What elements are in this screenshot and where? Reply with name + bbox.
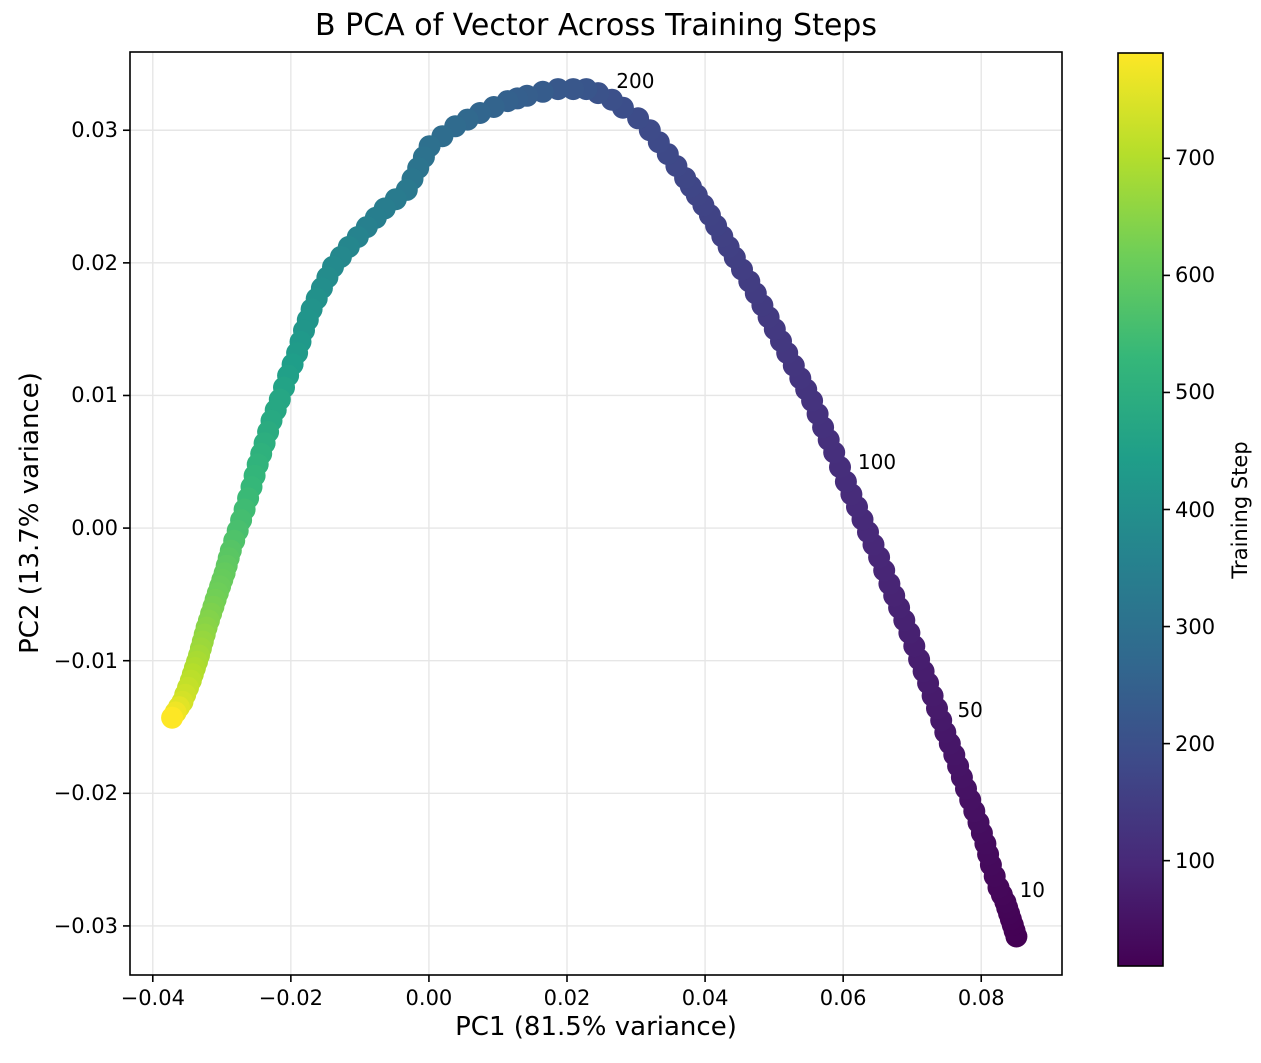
y-tick-label: 0.03 <box>71 118 118 143</box>
y-tick-label: −0.02 <box>53 781 118 806</box>
step-annotation: 10 <box>1019 878 1046 903</box>
colorbar-label: Training Step <box>1228 441 1252 579</box>
x-tick-label: 0.02 <box>543 986 591 1010</box>
x-tick-label: 0.00 <box>405 986 453 1010</box>
x-axis-label: PC1 (81.5% variance) <box>455 1012 737 1042</box>
step-annotation: 100 <box>857 449 897 474</box>
x-tick-label: −0.02 <box>258 986 324 1010</box>
colorbar-tick-label: 300 <box>1175 614 1216 639</box>
colorbar-tick-label: 400 <box>1175 497 1216 522</box>
step-annotation: 200 <box>616 69 655 94</box>
figure-title: B PCA of Vector Across Training Steps <box>315 8 877 43</box>
y-axis-label: PC2 (13.7% variance) <box>15 372 45 654</box>
colorbar-tick-label: 600 <box>1175 263 1216 288</box>
y-tick-label: 0.02 <box>71 250 118 275</box>
x-tick-label: 0.06 <box>819 986 867 1010</box>
y-tick-label: 0.00 <box>71 516 118 541</box>
scatter-series <box>161 78 1028 948</box>
x-tick-label: 0.08 <box>957 986 1005 1010</box>
colorbar-tick-label: 500 <box>1175 380 1216 405</box>
y-tick-label: −0.01 <box>53 648 118 673</box>
colorbar-tick-label: 700 <box>1175 146 1216 171</box>
y-tick-label: −0.03 <box>53 913 118 938</box>
x-tick-label: 0.04 <box>681 986 729 1010</box>
colorbar-tick-label: 200 <box>1175 731 1216 756</box>
axes-box <box>129 51 1063 976</box>
scatter-point <box>161 706 184 729</box>
x-tick-label: −0.04 <box>120 986 185 1010</box>
step-annotation: 50 <box>957 697 983 722</box>
colorbar-gradient <box>1118 53 1163 966</box>
y-tick-label: 0.01 <box>71 383 118 408</box>
colorbar-tick-label: 100 <box>1175 848 1216 873</box>
gridlines <box>130 52 1062 975</box>
scatter-point <box>562 78 585 101</box>
